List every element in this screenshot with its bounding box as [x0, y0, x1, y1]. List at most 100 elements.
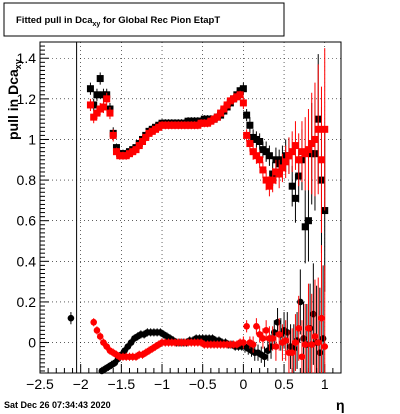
data-point [272, 343, 280, 350]
data-point [304, 217, 312, 225]
data-point [291, 194, 299, 202]
data-point [236, 91, 244, 99]
data-point [314, 125, 322, 133]
data-point [282, 158, 290, 166]
plot-frame [39, 41, 342, 374]
data-point [300, 335, 307, 342]
data-point [112, 148, 120, 156]
y-axis-title: pull in Dcaxy [5, 59, 23, 140]
data-point [282, 337, 289, 344]
data-point [285, 152, 293, 160]
data-point [288, 349, 296, 356]
data-point [275, 331, 283, 338]
data-point [265, 182, 273, 190]
data-point [240, 339, 247, 346]
data-point [308, 341, 316, 348]
data-point [213, 113, 221, 121]
data-point [310, 310, 317, 318]
data-point [243, 131, 251, 139]
data-point [304, 146, 312, 154]
data-point [223, 101, 231, 109]
y-tick-label: 1.2 [17, 91, 37, 107]
data-point [249, 341, 257, 348]
data-point [292, 339, 299, 346]
data-point [262, 176, 270, 184]
data-point [259, 335, 267, 342]
data-point [109, 131, 117, 139]
chart-title: Fitted pull in Dcaxy for Global Rec Pion… [16, 15, 220, 28]
data-point [93, 327, 101, 334]
data-point [259, 166, 267, 174]
data-point [297, 298, 304, 306]
x-axis: −2.5 −2 −1.5 −1 −0.5 0 0.5 1 [26, 364, 342, 392]
data-point [86, 101, 94, 109]
data-point [262, 148, 270, 156]
data-point [311, 135, 319, 143]
y-tick-label: 0.4 [17, 253, 37, 269]
data-point [265, 152, 273, 160]
x-tick-label: −0.5 [189, 376, 217, 392]
data-point [314, 339, 322, 346]
x-tick-label: −2 [73, 376, 89, 392]
series-2 [67, 263, 327, 375]
data-point [275, 170, 283, 178]
data-point [308, 140, 316, 148]
data-point [288, 182, 296, 190]
data-point [318, 314, 325, 322]
data-point [317, 156, 325, 164]
data-point [93, 91, 101, 99]
y-tick-label: 1.4 [17, 50, 37, 66]
data-point [288, 148, 296, 156]
data-point [142, 133, 150, 141]
data-point [135, 142, 143, 150]
data-point [256, 156, 264, 164]
data-point [220, 105, 228, 113]
data-point [298, 353, 306, 361]
x-tick-label: −1 [154, 376, 170, 392]
y-tick-label: 0.2 [17, 294, 37, 310]
data-point [96, 75, 104, 83]
y-tick-label: 0.8 [17, 172, 37, 188]
series-1 [86, 48, 329, 233]
data-point [305, 325, 312, 332]
data-point [274, 318, 281, 326]
data-marks [67, 48, 329, 375]
chart-title-box: Fitted pull in Dcaxy for Global Rec Pion… [3, 2, 285, 37]
data-point [139, 138, 147, 146]
data-point [311, 333, 319, 340]
data-point [132, 146, 140, 154]
x-tick-label: 0 [239, 376, 247, 392]
data-point [284, 329, 291, 336]
data-point [291, 142, 299, 150]
data-point [243, 111, 251, 119]
data-point [301, 223, 309, 231]
data-point [99, 103, 107, 111]
data-point [96, 333, 104, 340]
data-point [269, 335, 276, 342]
y-tick-label: 1 [28, 131, 36, 147]
data-point [246, 140, 254, 148]
data-point [321, 125, 329, 133]
data-point [239, 99, 247, 107]
data-point [86, 85, 94, 93]
data-point [106, 109, 114, 117]
series-0 [86, 54, 329, 292]
data-point [252, 152, 260, 160]
x-tick-label: −2.5 [26, 376, 54, 392]
data-point [217, 109, 225, 117]
data-point [301, 150, 309, 158]
data-point [253, 322, 260, 330]
datestamp: Sat Dec 26 07:34:43 2020 [4, 400, 111, 410]
data-point [278, 164, 286, 172]
data-point [316, 349, 324, 356]
data-point [249, 148, 257, 156]
y-tick-label: 0.6 [17, 213, 37, 229]
data-point [261, 353, 268, 361]
x-tick-label: 1 [321, 376, 329, 392]
data-point [256, 138, 264, 146]
y-tick-label: 0 [28, 335, 36, 351]
data-point [93, 109, 101, 117]
data-point [321, 343, 329, 350]
data-point [90, 318, 97, 326]
